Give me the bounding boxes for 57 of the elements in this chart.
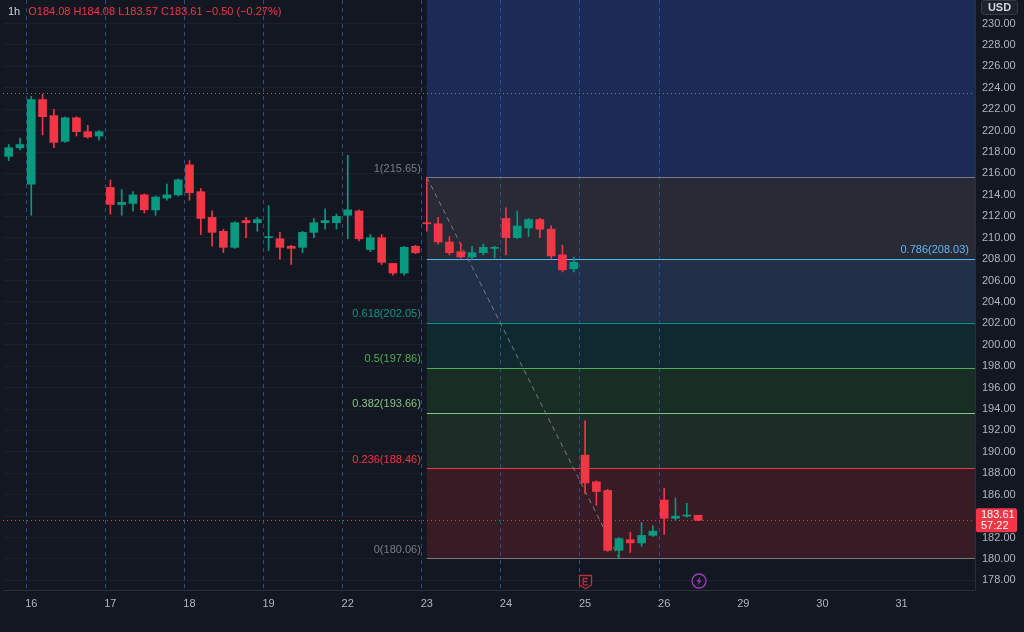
- x-tick-label: 16: [25, 596, 38, 609]
- x-tick-label: 23: [420, 596, 433, 609]
- y-tick-label: 182.00: [982, 530, 1016, 543]
- candlestick: [625, 531, 635, 553]
- candlestick: [241, 217, 251, 239]
- y-tick-label: 228.00: [982, 38, 1016, 50]
- y-tick-label: 222.00: [982, 102, 1016, 115]
- ref-line-label: 0.5(197.86): [364, 352, 421, 365]
- x-tick-label: 22: [341, 596, 354, 609]
- candlestick: [343, 154, 353, 240]
- y-tick-label: 192.00: [982, 423, 1016, 436]
- y-tick-label: 212.00: [982, 209, 1016, 222]
- y-tick-label: 216.00: [982, 166, 1016, 179]
- candlestick: [286, 244, 296, 265]
- y-tick-label: 198.00: [982, 359, 1016, 372]
- y-tick-label: 226.00: [982, 59, 1016, 72]
- y-tick-label: 208.00: [982, 252, 1016, 265]
- ref-line-label: 0(180.06): [373, 542, 421, 555]
- y-tick-label: 186.00: [982, 487, 1016, 500]
- ref-line-label: 1(215.65): [373, 161, 421, 174]
- x-tick-label: 19: [262, 596, 275, 609]
- ref-line-label: 0.382(193.66): [352, 397, 421, 410]
- y-tick-label: 188.00: [982, 466, 1016, 479]
- y-tick-label: 178.00: [982, 573, 1016, 586]
- y-tick-label: 218.00: [982, 145, 1016, 158]
- ref-line-label: 0.618(202.05): [352, 307, 421, 320]
- y-tick-label: 200.00: [982, 337, 1016, 350]
- y-tick-label: 230.00: [982, 16, 1016, 29]
- candlestick: [252, 217, 262, 232]
- candlestick: [422, 176, 432, 232]
- y-tick-label: 204.00: [982, 294, 1016, 307]
- x-tick-label: 31: [895, 596, 908, 609]
- y-tick-label: 202.00: [982, 316, 1016, 329]
- x-tick-label: 25: [578, 596, 592, 609]
- y-axis-title: USD: [987, 1, 1012, 14]
- annotation: 183.61 57:22: [981, 507, 1015, 531]
- x-tick-label: 29: [737, 596, 750, 609]
- y-tick-label: 180.00: [982, 551, 1016, 564]
- text: 1h: [8, 5, 21, 18]
- y-tick-label: 220.00: [982, 123, 1016, 136]
- text: O184.08 H184.08 L183.57 C183.61 −0.50 (−0.27%): [28, 5, 282, 18]
- ref-line-label: 0.786(208.03): [900, 243, 969, 256]
- candlestick: [117, 189, 126, 216]
- y-tick-label: 210.00: [982, 230, 1016, 243]
- x-tick-label: 24: [499, 596, 513, 609]
- x-tick-label: 26: [658, 596, 671, 609]
- y-tick-label: 224.00: [982, 80, 1016, 93]
- candlestick: [320, 208, 330, 230]
- x-tick-label: 18: [183, 596, 196, 609]
- y-tick-label: 196.00: [982, 380, 1016, 393]
- y-tick-label: 214.00: [982, 187, 1016, 200]
- ref-line-label: 0.236(188.46): [352, 452, 421, 465]
- y-tick-label: 190.00: [982, 444, 1016, 457]
- y-tick-label: 206.00: [982, 273, 1016, 286]
- x-tick-label: 30: [816, 596, 829, 609]
- x-tick-label: 17: [104, 596, 117, 609]
- y-tick-label: 194.00: [982, 402, 1016, 415]
